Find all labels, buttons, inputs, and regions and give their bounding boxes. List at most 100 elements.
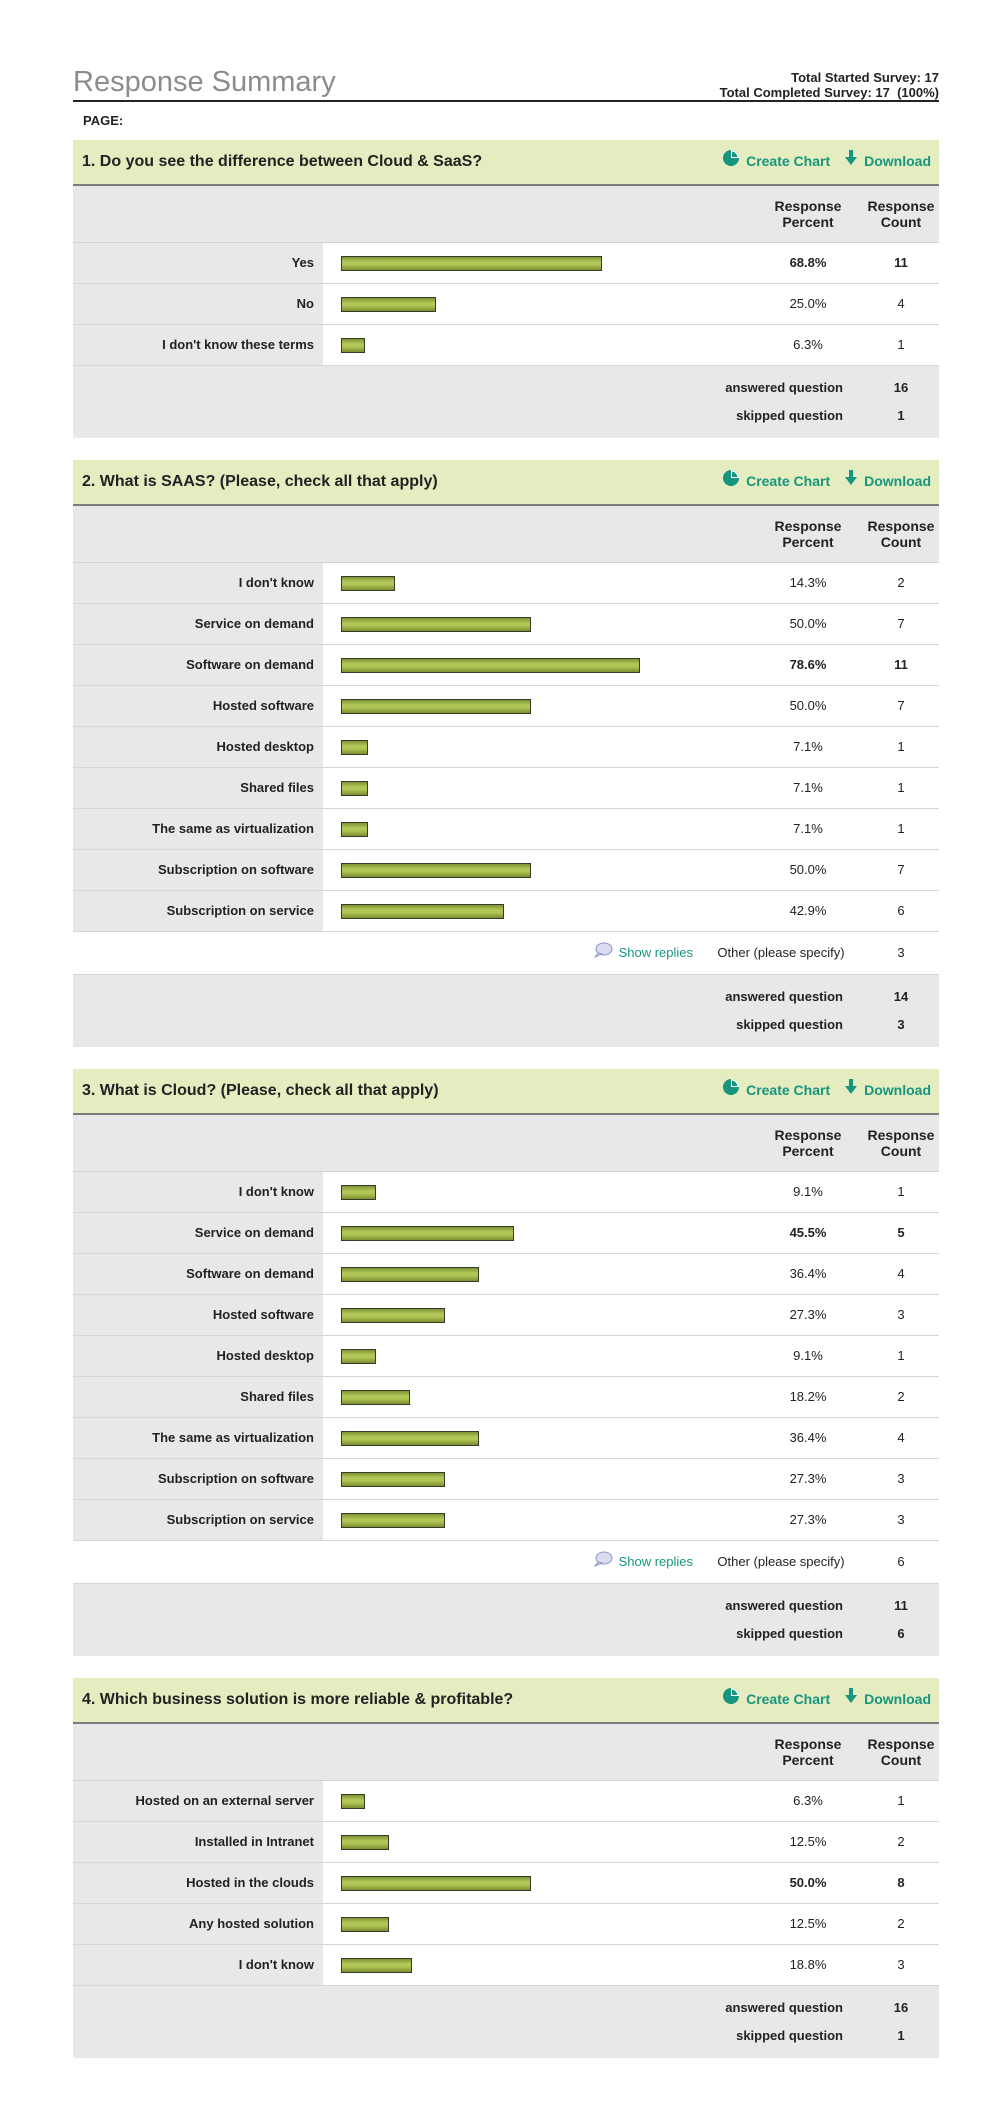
answer-bar	[341, 338, 365, 353]
answer-label: Software on demand	[73, 645, 323, 685]
header-line: Response	[867, 1127, 935, 1143]
show-replies-link[interactable]: Show replies	[593, 1541, 693, 1584]
answer-bar	[341, 1349, 376, 1364]
answer-row: Shared files 18.2% 2	[73, 1377, 939, 1418]
answer-bar	[341, 904, 504, 919]
header-line: Response	[867, 518, 935, 534]
answer-label: I don't know	[73, 1172, 323, 1212]
question-header: 1. Do you see the difference between Clo…	[73, 140, 939, 186]
answer-label: I don't know these terms	[73, 325, 323, 365]
answer-count: 3	[897, 1307, 905, 1322]
answer-bar	[341, 1513, 445, 1528]
download-button[interactable]: Download	[844, 150, 931, 169]
other-specify-label: Other (please specify)	[717, 1554, 845, 1569]
other-count: 6	[897, 1554, 905, 1569]
answer-row: Subscription on software 50.0% 7	[73, 850, 939, 891]
create-chart-button[interactable]: Create Chart	[722, 470, 830, 489]
pie-chart-icon	[722, 1679, 740, 1721]
download-button[interactable]: Download	[844, 1079, 931, 1098]
answer-row: Subscription on service 42.9% 6	[73, 891, 939, 932]
answer-row: Hosted software 27.3% 3	[73, 1295, 939, 1336]
answer-bar	[341, 1185, 376, 1200]
answer-percent: 14.3%	[789, 575, 827, 590]
download-label: Download	[864, 473, 931, 489]
download-arrow-icon	[844, 1679, 858, 1721]
download-label: Download	[864, 1082, 931, 1098]
answer-bar-track	[341, 1472, 445, 1487]
pie-chart-icon	[722, 141, 740, 183]
answer-percent: 27.3%	[789, 1307, 827, 1322]
answer-bar	[341, 822, 368, 837]
create-chart-label: Create Chart	[746, 153, 831, 169]
answer-count: 7	[897, 862, 905, 877]
answer-count: 4	[897, 1266, 905, 1281]
header-line: Percent	[782, 214, 834, 230]
answer-bar-track	[341, 699, 531, 714]
skipped-label: skipped question	[736, 1626, 843, 1641]
skipped-count: 3	[897, 1017, 905, 1032]
answer-bar	[341, 1835, 389, 1850]
header-line: Response	[867, 198, 935, 214]
answer-label: I don't know	[73, 1945, 323, 1985]
survey-totals: Total Started Survey: 17 Total Completed…	[720, 70, 939, 100]
create-chart-button[interactable]: Create Chart	[722, 1688, 830, 1707]
answer-bar-track	[341, 1835, 389, 1850]
answer-percent: 50.0%	[789, 1875, 827, 1890]
create-chart-button[interactable]: Create Chart	[722, 1079, 830, 1098]
create-chart-button[interactable]: Create Chart	[722, 150, 831, 169]
answer-percent: 6.3%	[793, 1793, 823, 1808]
skipped-row: skipped question 1	[73, 2022, 939, 2050]
answer-percent: 18.8%	[789, 1957, 827, 1972]
answer-label: Subscription on software	[73, 850, 323, 890]
answer-bar	[341, 1308, 445, 1323]
answer-row: The same as virtualization 36.4% 4	[73, 1418, 939, 1459]
answer-bar-track	[341, 658, 640, 673]
questions-list: 1. Do you see the difference between Clo…	[73, 140, 939, 2058]
answer-percent: 25.0%	[789, 296, 827, 311]
show-replies-link[interactable]: Show replies	[593, 932, 693, 975]
answer-label: Hosted desktop	[73, 727, 323, 767]
answer-count: 3	[897, 1512, 905, 1527]
answer-bar	[341, 576, 395, 591]
answer-row: Hosted on an external server 6.3% 1	[73, 1781, 939, 1822]
answer-bar-track	[341, 1958, 412, 1973]
answer-label: Hosted software	[73, 1295, 323, 1335]
answer-percent: 36.4%	[789, 1430, 827, 1445]
header-line: Response	[774, 198, 842, 214]
answer-count: 7	[897, 616, 905, 631]
page-title: Response Summary	[73, 66, 336, 98]
question-actions: Create Chart Download	[708, 140, 931, 183]
answer-bar	[341, 1267, 479, 1282]
answer-row: Installed in Intranet 12.5% 2	[73, 1822, 939, 1863]
question-actions: Create Chart Download	[708, 460, 931, 503]
answer-bar-track	[341, 256, 602, 271]
answer-percent: 42.9%	[789, 903, 827, 918]
skipped-count: 1	[897, 408, 905, 423]
header-line: Response	[774, 1127, 842, 1143]
question-title: 4. Which business solution is more relia…	[82, 1691, 514, 1708]
response-percent-header: Response Percent	[753, 518, 863, 550]
download-arrow-icon	[844, 141, 858, 183]
answer-bar-track	[341, 1431, 479, 1446]
skipped-row: skipped question 1	[73, 402, 939, 430]
other-specify-label: Other (please specify)	[717, 945, 845, 960]
answer-row: Subscription on software 27.3% 3	[73, 1459, 939, 1500]
answer-percent: 50.0%	[789, 862, 827, 877]
answer-bar	[341, 1390, 410, 1405]
answer-row: Hosted desktop 9.1% 1	[73, 1336, 939, 1377]
answer-bar	[341, 658, 640, 673]
download-button[interactable]: Download	[844, 1688, 931, 1707]
question-summary: answered question 16 skipped question 1	[73, 1986, 939, 2058]
answer-count: 1	[897, 1348, 905, 1363]
answer-row: Software on demand 78.6% 11	[73, 645, 939, 686]
question-block: 1. Do you see the difference between Clo…	[73, 140, 939, 438]
skipped-count: 1	[897, 2028, 905, 2043]
header-line: Response	[774, 518, 842, 534]
question-actions: Create Chart Download	[708, 1678, 931, 1721]
answer-bar-track	[341, 904, 504, 919]
answer-bar	[341, 740, 368, 755]
download-button[interactable]: Download	[844, 470, 931, 489]
answer-count: 1	[897, 337, 905, 352]
pie-chart-icon	[722, 1070, 740, 1112]
answer-bar-track	[341, 576, 395, 591]
